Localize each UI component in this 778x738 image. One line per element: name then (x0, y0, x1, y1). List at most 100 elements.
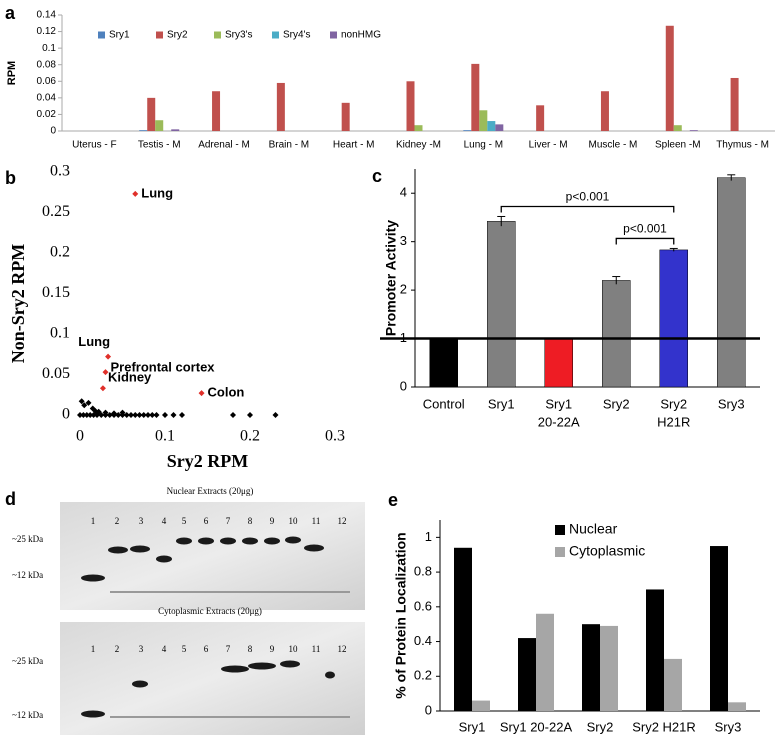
legend-label: Nuclear (569, 521, 618, 537)
x-tick-label: Testis - M (138, 140, 181, 151)
labeled-point (99, 385, 106, 392)
point-label: Lung (78, 334, 110, 349)
point (98, 412, 105, 418)
lane-number: 11 (312, 644, 321, 654)
x-tick-label: 0.1 (155, 428, 175, 445)
x-tick-label: 0.2 (240, 428, 260, 445)
point (111, 412, 117, 418)
bar (600, 91, 609, 131)
bar (479, 110, 488, 131)
lane-number: 2 (115, 644, 120, 654)
y-tick-label: 0 (50, 126, 56, 137)
legend-label: Sry3's (225, 30, 252, 41)
legend-swatch (98, 31, 105, 39)
y-tick-label: 0.2 (414, 668, 432, 683)
point (115, 412, 122, 418)
lane-number: 6 (204, 516, 209, 526)
blot-band (248, 662, 276, 670)
bar (276, 82, 285, 131)
panel-letter: d (5, 489, 16, 509)
point (90, 412, 97, 418)
blot-band (130, 545, 150, 553)
y-tick-label: 0.25 (42, 203, 70, 220)
labeled-point (198, 390, 205, 397)
bar (487, 221, 516, 388)
bar (665, 25, 674, 131)
lane-number: 12 (338, 644, 347, 654)
bar (487, 121, 496, 131)
legend-swatch (555, 547, 565, 557)
x-tick-label: Muscle - M (589, 140, 638, 151)
error-bar (669, 247, 678, 252)
y-axis-title: Non-Sry2 RPM (8, 244, 28, 364)
y-tick-label: 0.08 (37, 59, 57, 70)
bar (536, 613, 554, 711)
y-axis-title: Promoter Activity (383, 220, 399, 336)
point (106, 412, 113, 418)
labeled-point (132, 190, 139, 197)
lane-number: 5 (182, 516, 187, 526)
point-label: Colon (208, 385, 245, 400)
x-tick-label: Sry2 H21R (632, 719, 696, 734)
bar (212, 91, 221, 131)
x-tick-label: Sry1 (545, 396, 572, 411)
x-tick-label: Sry1 (459, 719, 486, 734)
bar (728, 702, 746, 711)
panel-letter: a (5, 3, 16, 23)
y-tick-label: 3 (400, 233, 407, 248)
x-tick-label: Sry3 (718, 396, 745, 411)
point (85, 399, 92, 406)
blot-band (264, 537, 280, 545)
legend-swatch (555, 525, 565, 535)
point (94, 412, 100, 418)
lane-number: 12 (338, 516, 347, 526)
legend-label: Sry4's (283, 30, 310, 41)
significance-label: p<0.001 (566, 190, 610, 204)
blot-band (198, 537, 214, 545)
bar (602, 280, 631, 388)
y-tick-label: 0.14 (37, 10, 57, 21)
bar (454, 547, 472, 711)
blot-band (132, 680, 148, 688)
bar (472, 700, 490, 711)
lane-number: 9 (270, 516, 275, 526)
point (81, 402, 88, 409)
bar (495, 124, 504, 131)
bar (536, 105, 545, 131)
lane-number: 7 (226, 644, 231, 654)
panel-letter: c (372, 166, 382, 186)
point (136, 412, 143, 418)
x-tick-label: Sry2 (603, 396, 630, 411)
lane-number: 4 (162, 644, 167, 654)
y-tick-label: 0.8 (414, 564, 432, 579)
blot-band (325, 671, 335, 679)
lane-number: 6 (204, 644, 209, 654)
point-label: Lung (141, 185, 173, 200)
lane-number: 10 (289, 516, 299, 526)
point-label: Prefrontal cortex (111, 360, 216, 375)
lane-number: 1 (91, 516, 96, 526)
point (140, 412, 147, 418)
point (272, 412, 279, 418)
point (230, 412, 236, 418)
x-tick-label: Brain - M (269, 140, 310, 151)
point (149, 412, 156, 418)
x-tick-label: 0 (76, 428, 84, 445)
y-tick-label: 0.1 (42, 43, 56, 54)
blot-title: Nuclear Extracts (20μg) (167, 486, 254, 496)
y-tick-label: 1 (425, 529, 432, 544)
bar (429, 338, 458, 388)
x-tick-label: Heart - M (333, 140, 375, 151)
legend-swatch (272, 31, 279, 39)
blot-band (304, 544, 324, 552)
point (247, 412, 253, 418)
bar (600, 625, 618, 711)
bar (664, 658, 682, 711)
error-bar (497, 215, 506, 227)
bar (414, 125, 423, 131)
blot-title: Cytoplasmic Extracts (20μg) (158, 606, 262, 616)
x-tick-label: 20-22A (538, 414, 580, 429)
legend-swatch (330, 31, 337, 39)
bar (406, 81, 415, 131)
